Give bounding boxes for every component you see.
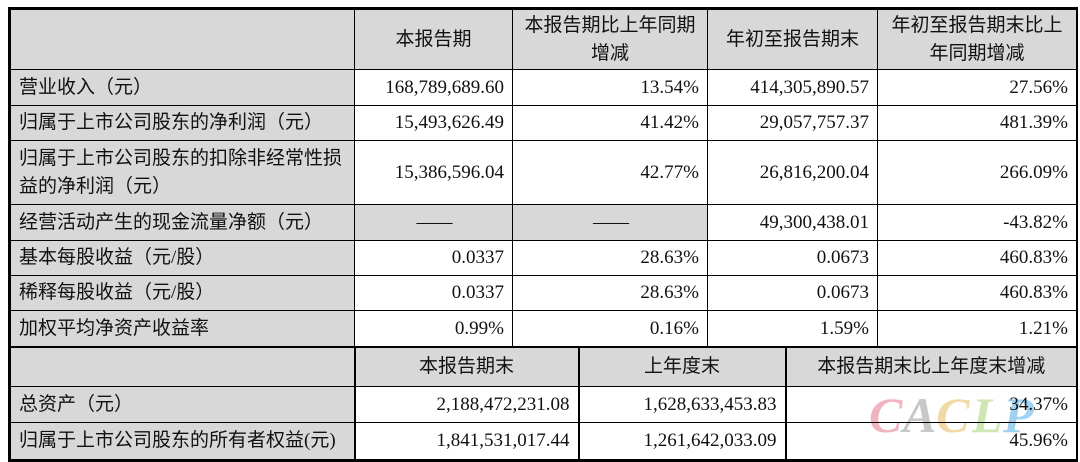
- col-header-current-period: 本报告期: [354, 8, 513, 71]
- row-net-profit-excl-nonrecurring: 归属于上市公司股东的扣除非经常性损益的净利润（元） 15,386,596.04 …: [10, 140, 1077, 206]
- cell-value: 1,628,633,453.83: [577, 386, 786, 424]
- row-weighted-avg-roe: 加权平均净资产收益率 0.99% 0.16% 1.59% 1.21%: [10, 310, 1077, 348]
- row-label: 总资产（元）: [10, 386, 355, 424]
- cell-value: 27.56%: [877, 69, 1077, 107]
- cell-value: 1,261,642,033.09: [577, 422, 786, 461]
- row-label: 营业收入（元）: [10, 69, 355, 107]
- cell-value: 460.83%: [877, 240, 1077, 277]
- row-label: 加权平均净资产收益率: [10, 310, 355, 348]
- col-header-period-end: 本报告期末: [353, 347, 579, 388]
- cell-value: 15,493,626.49: [354, 105, 513, 142]
- cell-value: 0.16%: [512, 310, 708, 348]
- cell-value: 414,305,890.57: [707, 69, 878, 107]
- cell-value: 0.0337: [354, 240, 513, 277]
- cell-value: 460.83%: [877, 275, 1077, 312]
- row-label: 经营活动产生的现金流量净额（元）: [10, 204, 355, 242]
- row-diluted-eps: 稀释每股收益（元/股） 0.0337 28.63% 0.0673 460.83%: [10, 275, 1077, 312]
- cell-value: 28.63%: [512, 240, 708, 277]
- cell-value: 481.39%: [877, 105, 1077, 142]
- cell-value: 41.42%: [512, 105, 708, 142]
- cell-value: 34.37%: [784, 386, 1077, 424]
- balance-metrics-table: 本报告期末 上年度末 本报告期末比上年度末增减 总资产（元） 2,188,472…: [10, 347, 1077, 461]
- cell-value: 45.96%: [784, 422, 1077, 461]
- top-header-row: 本报告期 本报告期比上年同期增减 年初至报告期末 年初至报告期末比上年同期增减: [10, 8, 1077, 71]
- col-header-period-end-vs-prior-year-end: 本报告期末比上年度末增减: [784, 347, 1077, 388]
- cell-na-dash: ——: [512, 204, 708, 242]
- row-operating-cash-flow: 经营活动产生的现金流量净额（元） —— —— 49,300,438.01 -43…: [10, 204, 1077, 242]
- col-header-prior-year-end: 上年度末: [577, 347, 786, 388]
- cell-value: 29,057,757.37: [707, 105, 878, 142]
- row-net-profit: 归属于上市公司股东的净利润（元） 15,493,626.49 41.42% 29…: [10, 105, 1077, 142]
- cell-value: 15,386,596.04: [354, 140, 513, 206]
- col-header-current-vs-prior-year: 本报告期比上年同期增减: [512, 8, 708, 71]
- cell-value: 0.0337: [354, 275, 513, 312]
- cell-value: 1,841,531,017.44: [353, 422, 579, 461]
- cell-value: 168,789,689.60: [354, 69, 513, 107]
- row-label: 基本每股收益（元/股）: [10, 240, 355, 277]
- cell-value: 1.59%: [707, 310, 878, 348]
- cell-value: 42.77%: [512, 140, 708, 206]
- row-label: 归属于上市公司股东的净利润（元）: [10, 105, 355, 142]
- row-label: 稀释每股收益（元/股）: [10, 275, 355, 312]
- cell-value: 49,300,438.01: [707, 204, 878, 242]
- cell-value: 1.21%: [877, 310, 1077, 348]
- cell-value: 28.63%: [512, 275, 708, 312]
- cell-value: 2,188,472,231.08: [353, 386, 579, 424]
- cell-value: -43.82%: [877, 204, 1077, 242]
- cell-value: 266.09%: [877, 140, 1077, 206]
- cell-value: 13.54%: [512, 69, 708, 107]
- corner-cell: [10, 8, 355, 71]
- row-operating-revenue: 营业收入（元） 168,789,689.60 13.54% 414,305,89…: [10, 69, 1077, 107]
- bottom-header-row: 本报告期末 上年度末 本报告期末比上年度末增减: [10, 347, 1077, 388]
- cell-na-dash: ——: [354, 204, 513, 242]
- row-owners-equity: 归属于上市公司股东的所有者权益(元) 1,841,531,017.44 1,26…: [10, 422, 1077, 461]
- financial-summary-table: 本报告期 本报告期比上年同期增减 年初至报告期末 年初至报告期末比上年同期增减 …: [8, 7, 1078, 462]
- cell-value: 26,816,200.04: [707, 140, 878, 206]
- cell-value: 0.99%: [354, 310, 513, 348]
- row-total-assets: 总资产（元） 2,188,472,231.08 1,628,633,453.83…: [10, 386, 1077, 424]
- row-label: 归属于上市公司股东的所有者权益(元): [10, 422, 355, 461]
- row-basic-eps: 基本每股收益（元/股） 0.0337 28.63% 0.0673 460.83%: [10, 240, 1077, 277]
- col-header-ytd: 年初至报告期末: [707, 8, 878, 71]
- quarterly-metrics-table: 本报告期 本报告期比上年同期增减 年初至报告期末 年初至报告期末比上年同期增减 …: [10, 8, 1077, 348]
- row-label: 归属于上市公司股东的扣除非经常性损益的净利润（元）: [10, 140, 355, 206]
- cell-value: 0.0673: [707, 240, 878, 277]
- col-header-ytd-vs-prior-year: 年初至报告期末比上年同期增减: [877, 8, 1077, 71]
- cell-value: 0.0673: [707, 275, 878, 312]
- corner-cell: [10, 347, 355, 388]
